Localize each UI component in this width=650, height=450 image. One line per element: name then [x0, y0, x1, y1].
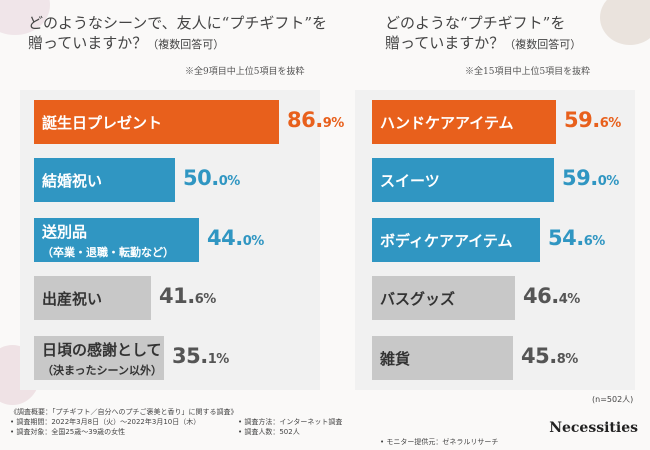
- right-value-3: 46.4%: [523, 284, 580, 308]
- left-value-2: 44.0%: [207, 226, 264, 250]
- footer-target: • 調査対象：全国25歳〜39歳の女性: [10, 428, 126, 436]
- right-title-suffix: （複数回答可）: [504, 38, 582, 51]
- footer-count: • 調査人数：502人: [238, 428, 300, 436]
- left-bar-label: 送別品: [42, 222, 88, 241]
- left-value-1: 50.0%: [183, 166, 240, 190]
- left-title: どのようなシーンで、友人に“プチギフト”を 贈っていますか？（複数回答可）: [28, 13, 327, 55]
- left-value-0: 86.9%: [287, 108, 344, 132]
- right-bar-4: 雑貨: [372, 336, 513, 380]
- right-note: ※全15項目中上位5項目を抜粋: [465, 67, 591, 77]
- right-value-1: 59.0%: [562, 166, 619, 190]
- footer: 《調査概要：「プチギフト／自分へのプチご褒美と香り」に関する調査》 • 調査期間…: [10, 407, 470, 437]
- right-bar-label: 雑貨: [380, 349, 411, 368]
- footer-method: • 調査方法：インターネット調査: [238, 418, 343, 426]
- left-bar-label: 出産祝い: [42, 289, 103, 308]
- footer-period: • 調査期間：2022年3月8日（火）〜2022年3月10日（木）: [10, 418, 201, 426]
- right-bar-label: ボディケアアイテム: [380, 231, 513, 250]
- left-bar-4: 日頃の感謝として （決まったシーン以外）: [34, 336, 164, 380]
- right-title-line2: 贈っていますか？: [385, 34, 505, 52]
- left-value-4: 35.1%: [172, 344, 229, 368]
- right-bar-1: スイーツ: [372, 158, 554, 202]
- right-value-2: 54.6%: [548, 226, 605, 250]
- left-title-line1: どのようなシーンで、友人に“プチギフト”を: [28, 14, 327, 32]
- left-bar-2: 送別品 （卒業・退職・転勤など）: [34, 218, 199, 262]
- right-bar-0: ハンドケアアイテム: [372, 100, 556, 144]
- right-value-4: 45.8%: [521, 344, 578, 368]
- flower-decoration: [600, 0, 650, 45]
- footer-provider: • モニター提供元：ゼネラルリサーチ: [380, 438, 499, 446]
- right-title-line1: どのような“プチギフト”を: [385, 14, 566, 32]
- right-bar-label: スイーツ: [380, 171, 440, 190]
- right-bar-2: ボディケアアイテム: [372, 218, 540, 262]
- footer-survey: 《調査概要：「プチギフト／自分へのプチご褒美と香り」に関する調査》: [10, 408, 238, 416]
- left-bar-0: 誕生日プレゼント: [34, 100, 279, 144]
- left-bar-label: 結婚祝い: [42, 171, 103, 190]
- left-bar-label: 誕生日プレゼント: [42, 113, 163, 132]
- right-bar-label: ハンドケアアイテム: [380, 113, 514, 132]
- right-bar-label: バスグッズ: [380, 289, 456, 308]
- left-bar-3: 出産祝い: [34, 276, 151, 320]
- left-note: ※全9項目中上位5項目を抜粋: [185, 67, 305, 77]
- right-bar-3: バスグッズ: [372, 276, 515, 320]
- right-title: どのような“プチギフト”を 贈っていますか？（複数回答可）: [385, 13, 581, 55]
- right-value-0: 59.6%: [564, 108, 621, 132]
- left-value-3: 41.6%: [159, 284, 216, 308]
- left-title-suffix: （複数回答可）: [147, 38, 225, 51]
- left-bar-sublabel: （卒業・退職・転勤など）: [42, 245, 174, 259]
- left-bar-sublabel: （決まったシーン以外）: [42, 363, 163, 377]
- brand-logo: Necessities: [549, 420, 638, 436]
- sample-size-note: (n=502人): [592, 395, 634, 404]
- left-bar-1: 結婚祝い: [34, 158, 175, 202]
- left-title-line2: 贈っていますか？: [28, 34, 148, 52]
- left-bar-label: 日頃の感謝として: [42, 340, 162, 359]
